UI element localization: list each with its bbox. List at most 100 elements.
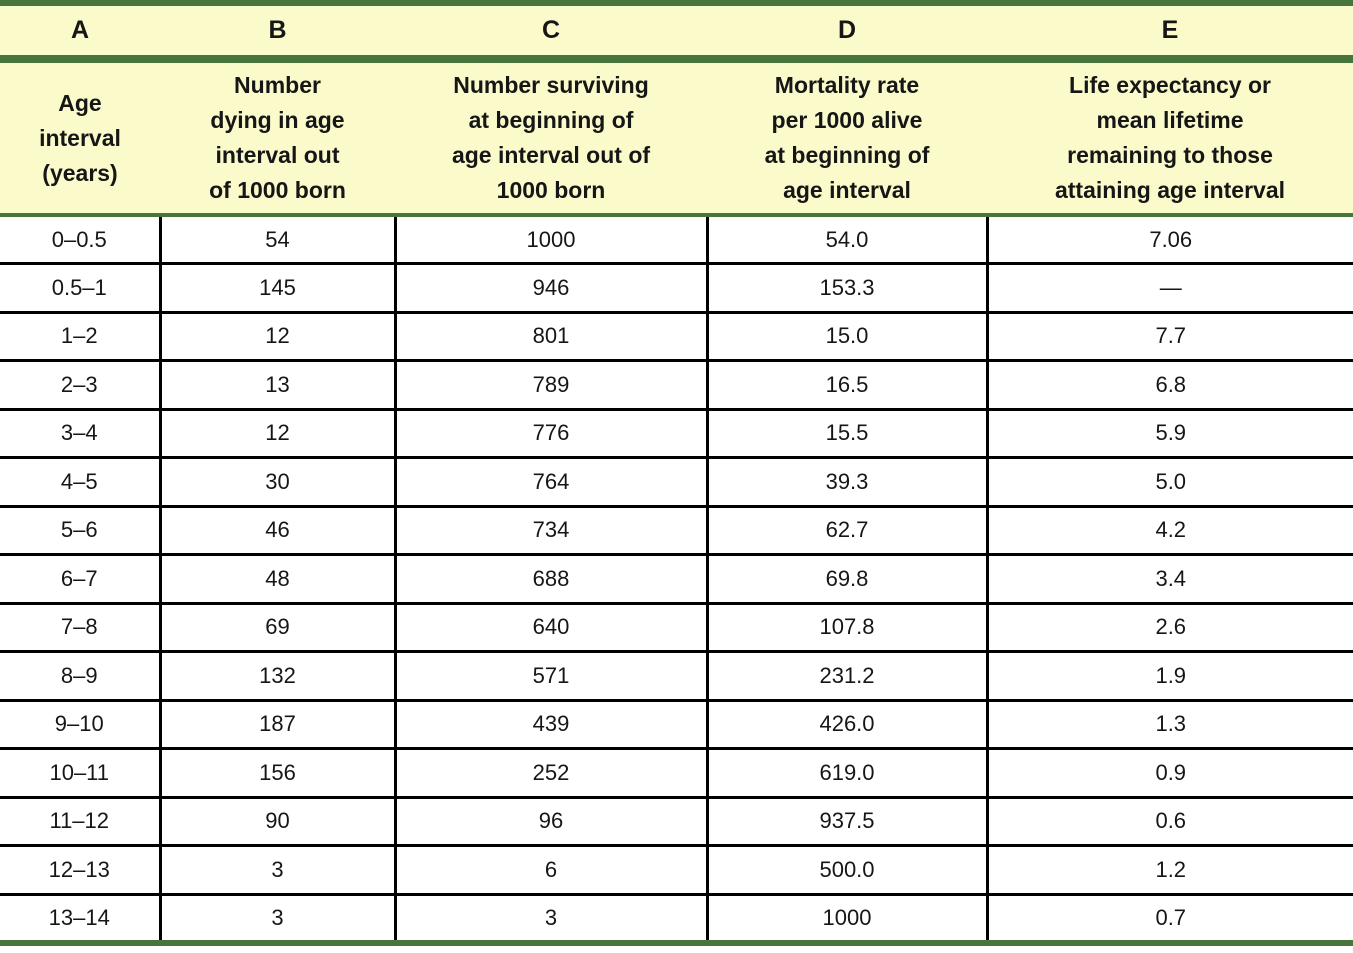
cell-age-interval: 11–12 bbox=[0, 797, 162, 847]
table-row: 5–6 46 734 62.7 4.2 bbox=[0, 506, 1353, 556]
table-row: 11–12 90 96 937.5 0.6 bbox=[0, 797, 1353, 847]
cell-life-expectancy: 7.06 bbox=[985, 215, 1353, 265]
cell-number-surviving: 571 bbox=[393, 651, 709, 702]
cell-mortality-rate: 231.2 bbox=[705, 651, 989, 702]
cell-number-surviving: 764 bbox=[393, 457, 709, 508]
cell-life-expectancy: — bbox=[985, 263, 1353, 314]
cell-age-interval: 10–11 bbox=[0, 748, 162, 799]
cell-number-dying: 132 bbox=[158, 651, 397, 702]
header-number-surviving: Number surviving at beginning of age int… bbox=[395, 59, 707, 217]
cell-life-expectancy: 1.3 bbox=[985, 700, 1353, 750]
cell-number-dying: 69 bbox=[158, 603, 397, 653]
table-body: 0–0.5 54 1000 54.0 7.06 0.5–1 145 946 15… bbox=[0, 215, 1353, 946]
cell-number-dying: 3 bbox=[158, 845, 397, 896]
table-row: 12–13 3 6 500.0 1.2 bbox=[0, 845, 1353, 896]
cell-mortality-rate: 937.5 bbox=[705, 797, 989, 847]
cell-mortality-rate: 69.8 bbox=[705, 554, 989, 605]
cell-life-expectancy: 5.9 bbox=[985, 409, 1353, 459]
cell-mortality-rate: 426.0 bbox=[705, 700, 989, 750]
cell-mortality-rate: 107.8 bbox=[705, 603, 989, 653]
cell-number-dying: 48 bbox=[158, 554, 397, 605]
cell-number-surviving: 789 bbox=[393, 360, 709, 411]
cell-number-surviving: 3 bbox=[393, 894, 709, 946]
cell-age-interval: 3–4 bbox=[0, 409, 162, 459]
table-row: 2–3 13 789 16.5 6.8 bbox=[0, 360, 1353, 411]
table-header: A B C D E Age interval (years) Number dy… bbox=[0, 0, 1353, 217]
cell-number-surviving: 6 bbox=[393, 845, 709, 896]
cell-age-interval: 1–2 bbox=[0, 312, 162, 362]
cell-number-surviving: 776 bbox=[393, 409, 709, 459]
table-row: 4–5 30 764 39.3 5.0 bbox=[0, 457, 1353, 508]
cell-number-dying: 90 bbox=[158, 797, 397, 847]
cell-age-interval: 6–7 bbox=[0, 554, 162, 605]
cell-age-interval: 9–10 bbox=[0, 700, 162, 750]
cell-mortality-rate: 15.0 bbox=[705, 312, 989, 362]
cell-number-dying: 187 bbox=[158, 700, 397, 750]
cell-life-expectancy: 6.8 bbox=[985, 360, 1353, 411]
cell-life-expectancy: 2.6 bbox=[985, 603, 1353, 653]
header-number-dying: Number dying in age interval out of 1000… bbox=[160, 59, 395, 217]
cell-number-dying: 12 bbox=[158, 312, 397, 362]
cell-mortality-rate: 15.5 bbox=[705, 409, 989, 459]
cell-age-interval: 8–9 bbox=[0, 651, 162, 702]
column-letter-d: D bbox=[707, 0, 987, 63]
cell-age-interval: 5–6 bbox=[0, 506, 162, 556]
cell-number-dying: 12 bbox=[158, 409, 397, 459]
cell-life-expectancy: 1.2 bbox=[985, 845, 1353, 896]
cell-life-expectancy: 0.7 bbox=[985, 894, 1353, 946]
cell-mortality-rate: 619.0 bbox=[705, 748, 989, 799]
column-letters-row: A B C D E bbox=[0, 0, 1353, 63]
cell-age-interval: 13–14 bbox=[0, 894, 162, 946]
cell-number-dying: 30 bbox=[158, 457, 397, 508]
cell-number-surviving: 439 bbox=[393, 700, 709, 750]
column-letter-a: A bbox=[0, 0, 160, 63]
cell-life-expectancy: 7.7 bbox=[985, 312, 1353, 362]
cell-mortality-rate: 62.7 bbox=[705, 506, 989, 556]
table-row: 8–9 132 571 231.2 1.9 bbox=[0, 651, 1353, 702]
table-row: 6–7 48 688 69.8 3.4 bbox=[0, 554, 1353, 605]
header-mortality-rate: Mortality rate per 1000 alive at beginni… bbox=[707, 59, 987, 217]
table-row: 0–0.5 54 1000 54.0 7.06 bbox=[0, 215, 1353, 265]
cell-mortality-rate: 39.3 bbox=[705, 457, 989, 508]
cell-age-interval: 0.5–1 bbox=[0, 263, 162, 314]
cell-number-surviving: 946 bbox=[393, 263, 709, 314]
cell-life-expectancy: 1.9 bbox=[985, 651, 1353, 702]
table-row: 1–2 12 801 15.0 7.7 bbox=[0, 312, 1353, 362]
cell-number-dying: 156 bbox=[158, 748, 397, 799]
cell-life-expectancy: 5.0 bbox=[985, 457, 1353, 508]
cell-life-expectancy: 3.4 bbox=[985, 554, 1353, 605]
cell-mortality-rate: 500.0 bbox=[705, 845, 989, 896]
table-row: 0.5–1 145 946 153.3 — bbox=[0, 263, 1353, 314]
table-row: 3–4 12 776 15.5 5.9 bbox=[0, 409, 1353, 459]
cell-life-expectancy: 4.2 bbox=[985, 506, 1353, 556]
cell-mortality-rate: 1000 bbox=[705, 894, 989, 946]
table-row: 9–10 187 439 426.0 1.3 bbox=[0, 700, 1353, 750]
cell-life-expectancy: 0.6 bbox=[985, 797, 1353, 847]
cell-number-surviving: 734 bbox=[393, 506, 709, 556]
cell-number-dying: 46 bbox=[158, 506, 397, 556]
table-row: 10–11 156 252 619.0 0.9 bbox=[0, 748, 1353, 799]
column-headers-row: Age interval (years) Number dying in age… bbox=[0, 59, 1353, 217]
cell-mortality-rate: 54.0 bbox=[705, 215, 989, 265]
cell-mortality-rate: 16.5 bbox=[705, 360, 989, 411]
column-letter-c: C bbox=[395, 0, 707, 63]
cell-age-interval: 0–0.5 bbox=[0, 215, 162, 265]
cell-number-surviving: 688 bbox=[393, 554, 709, 605]
cell-number-surviving: 252 bbox=[393, 748, 709, 799]
table-row: 13–14 3 3 1000 0.7 bbox=[0, 894, 1353, 946]
header-life-expectancy: Life expectancy or mean lifetime remaini… bbox=[987, 59, 1353, 217]
cell-age-interval: 4–5 bbox=[0, 457, 162, 508]
cell-number-dying: 145 bbox=[158, 263, 397, 314]
cell-number-surviving: 801 bbox=[393, 312, 709, 362]
header-age-interval: Age interval (years) bbox=[0, 59, 160, 217]
cell-mortality-rate: 153.3 bbox=[705, 263, 989, 314]
table-row: 7–8 69 640 107.8 2.6 bbox=[0, 603, 1353, 653]
cell-number-surviving: 1000 bbox=[393, 215, 709, 265]
cell-age-interval: 7–8 bbox=[0, 603, 162, 653]
cell-number-surviving: 640 bbox=[393, 603, 709, 653]
cell-number-dying: 13 bbox=[158, 360, 397, 411]
cell-number-dying: 3 bbox=[158, 894, 397, 946]
cell-number-dying: 54 bbox=[158, 215, 397, 265]
